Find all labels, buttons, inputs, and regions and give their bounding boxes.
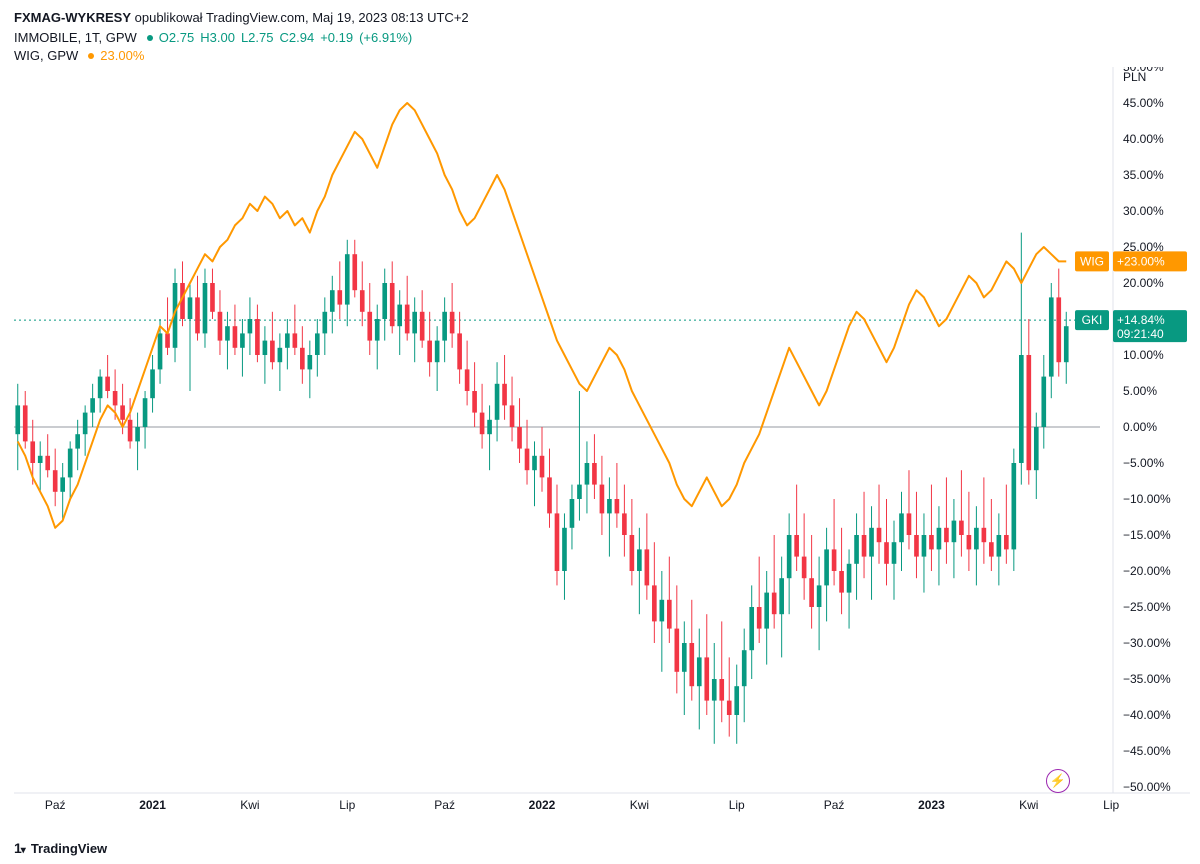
publish-date: Maj 19, 2023 08:13 UTC+2 [312, 10, 468, 25]
candlesticks [15, 233, 1068, 744]
published-label: opublikował [135, 10, 203, 25]
svg-text:+23.00%: +23.00% [1117, 254, 1165, 268]
svg-text:−20.00%: −20.00% [1123, 564, 1171, 578]
main-dot-icon [147, 35, 153, 41]
svg-text:45.00%: 45.00% [1123, 96, 1164, 110]
svg-text:30.00%: 30.00% [1123, 204, 1164, 218]
svg-text:−10.00%: −10.00% [1123, 492, 1171, 506]
svg-text:Kwi: Kwi [630, 798, 649, 812]
svg-text:10.00%: 10.00% [1123, 348, 1164, 362]
svg-text:−35.00%: −35.00% [1123, 672, 1171, 686]
svg-text:09:21:40: 09:21:40 [1117, 327, 1164, 341]
svg-text:20.00%: 20.00% [1123, 276, 1164, 290]
chart-area[interactable]: 50.00%45.00%40.00%35.00%30.00%25.00%20.0… [0, 67, 1200, 827]
legend-wig-row[interactable]: WIG, GPW 23.00% [14, 47, 1186, 65]
svg-text:−50.00%: −50.00% [1123, 780, 1171, 794]
svg-text:2022: 2022 [529, 798, 556, 812]
svg-text:Lip: Lip [729, 798, 745, 812]
svg-text:35.00%: 35.00% [1123, 168, 1164, 182]
svg-text:+14.84%: +14.84% [1117, 313, 1165, 327]
main-symbol: IMMOBILE, 1T, GPW [14, 29, 137, 47]
chart-header: FXMAG-WYKRESY opublikował TradingView.co… [0, 0, 1200, 29]
tradingview-logo[interactable]: 1▾ TradingView [14, 840, 107, 856]
svg-text:−45.00%: −45.00% [1123, 744, 1171, 758]
svg-text:2021: 2021 [139, 798, 166, 812]
svg-text:Kwi: Kwi [240, 798, 259, 812]
svg-text:−5.00%: −5.00% [1123, 456, 1164, 470]
svg-text:GKI: GKI [1082, 313, 1103, 327]
source-name: FXMAG-WYKRESY [14, 10, 131, 25]
svg-text:−25.00%: −25.00% [1123, 600, 1171, 614]
svg-text:0.00%: 0.00% [1123, 420, 1157, 434]
svg-text:5.00%: 5.00% [1123, 384, 1157, 398]
svg-text:Lip: Lip [339, 798, 355, 812]
svg-text:−40.00%: −40.00% [1123, 708, 1171, 722]
svg-text:−15.00%: −15.00% [1123, 528, 1171, 542]
svg-text:PLN: PLN [1123, 70, 1146, 84]
svg-text:Lip: Lip [1103, 798, 1119, 812]
svg-text:Kwi: Kwi [1019, 798, 1038, 812]
svg-text:2023: 2023 [918, 798, 945, 812]
bolt-icon[interactable]: ⚡ [1046, 769, 1070, 793]
svg-text:−30.00%: −30.00% [1123, 636, 1171, 650]
wig-symbol: WIG, GPW [14, 47, 78, 65]
svg-text:40.00%: 40.00% [1123, 132, 1164, 146]
svg-text:WIG: WIG [1080, 254, 1104, 268]
platform-name: TradingView.com [206, 10, 305, 25]
svg-text:Paź: Paź [45, 798, 66, 812]
chart-legend: IMMOBILE, 1T, GPW O2.75 H3.00 L2.75 C2.9… [0, 29, 1200, 67]
wig-dot-icon [88, 53, 94, 59]
svg-text:Paź: Paź [824, 798, 845, 812]
legend-main-row[interactable]: IMMOBILE, 1T, GPW O2.75 H3.00 L2.75 C2.9… [14, 29, 1186, 47]
svg-text:Paź: Paź [434, 798, 455, 812]
